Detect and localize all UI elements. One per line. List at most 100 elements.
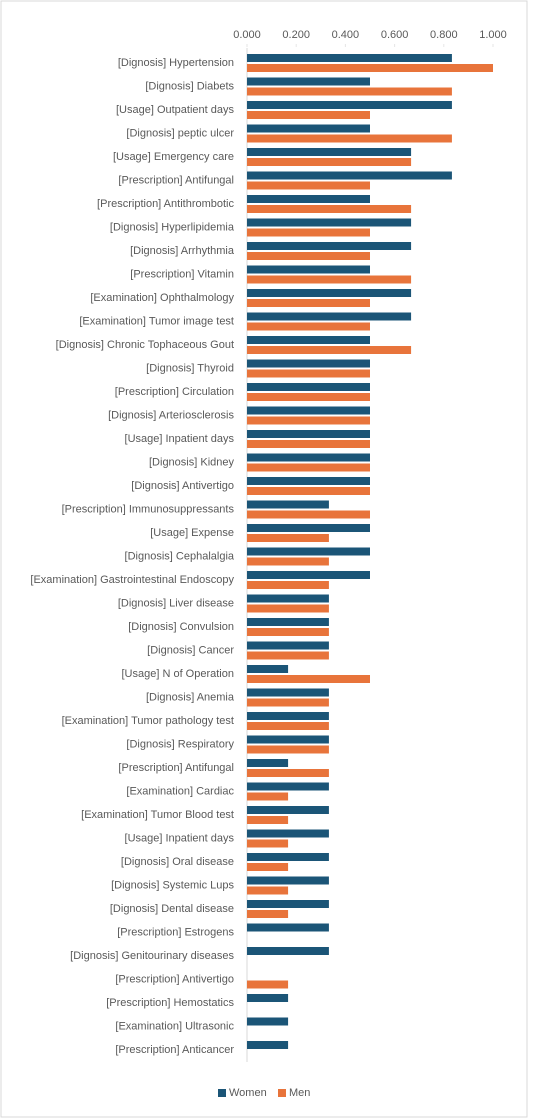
bar (247, 228, 370, 237)
bar (247, 745, 329, 754)
bar (247, 440, 370, 448)
bar (247, 369, 370, 378)
y-tick-label: [Usage] Inpatient days (125, 433, 235, 445)
y-tick-label: [Dignosis] Cancer (147, 644, 234, 656)
y-tick-label: [Dignosis] Chronic Tophaceous Gout (56, 339, 234, 351)
bar (247, 101, 452, 109)
y-tick-label: [Examination] Cardiac (126, 785, 234, 797)
y-tick-label: [Dignosis] Convulsion (128, 621, 234, 633)
bar (247, 111, 370, 119)
y-tick-label: [Examination] Tumor pathology test (62, 715, 234, 727)
legend-swatch (278, 1089, 286, 1097)
bar (247, 980, 289, 989)
bar (247, 218, 412, 227)
legend-label: Women (229, 1087, 267, 1099)
bar (247, 500, 329, 509)
bar (247, 299, 370, 307)
bar (247, 1017, 289, 1026)
bar (247, 87, 452, 96)
x-tick-label: 0.200 (282, 29, 310, 41)
x-tick-label: 0.000 (233, 29, 261, 41)
x-tick-label: 1.000 (479, 29, 507, 41)
bar (247, 853, 329, 861)
bar (247, 816, 289, 824)
bar (247, 265, 370, 274)
bar (247, 628, 329, 636)
y-tick-label: [Dignosis] peptic ulcer (126, 127, 234, 139)
bar (247, 312, 412, 321)
y-tick-label: [Dignosis] Genitourinary diseases (70, 950, 234, 962)
legend-swatch (218, 1089, 226, 1097)
y-tick-label: [Dignosis] Arrhythmia (130, 245, 235, 257)
y-tick-label: [Dignosis] Kidney (149, 456, 234, 468)
bar (247, 806, 329, 814)
bar (247, 463, 370, 472)
bar (247, 242, 412, 250)
y-tick-label: [Examination] Tumor image test (79, 315, 234, 327)
bar (247, 665, 289, 673)
y-tick-label: [Dignosis] Oral disease (121, 856, 234, 868)
y-tick-label: [Dignosis] Cephalalgia (125, 550, 235, 562)
bar (247, 252, 370, 260)
bar (247, 77, 370, 86)
bar (247, 416, 370, 425)
y-tick-label: [Usage] Expense (150, 527, 234, 539)
bar (247, 534, 329, 542)
bar (247, 571, 370, 579)
x-tick-label: 0.400 (332, 29, 360, 41)
legend-label: Men (289, 1087, 310, 1099)
bar (247, 430, 370, 438)
bar (247, 289, 412, 297)
bar (247, 618, 329, 626)
bar (247, 947, 329, 955)
bar (247, 487, 370, 495)
bar (247, 195, 370, 203)
y-tick-label: [Dignosis] Anemia (146, 691, 235, 703)
bar (247, 863, 289, 871)
bar (247, 910, 289, 918)
y-tick-label: [Prescription] Hemostatics (106, 997, 234, 1009)
bar (247, 722, 329, 730)
bar (247, 594, 329, 603)
y-tick-label: [Dignosis] Arteriosclerosis (108, 409, 234, 421)
bar (247, 148, 412, 156)
bar (247, 359, 370, 368)
bar (247, 124, 370, 133)
bar (247, 876, 329, 885)
bar (247, 510, 370, 519)
y-tick-label: [Examination] Ophthalmology (90, 292, 234, 304)
bar (247, 453, 370, 462)
y-tick-label: [Dignosis] Systemic Lups (111, 879, 234, 891)
bar (247, 829, 329, 838)
bar (247, 641, 329, 650)
y-tick-label: [Usage] Emergency care (113, 151, 234, 163)
y-tick-label: [Usage] Inpatient days (125, 832, 235, 844)
bar (247, 134, 452, 143)
bar (247, 406, 370, 415)
bar (247, 54, 452, 62)
y-tick-label: [Prescription] Antifungal (118, 762, 234, 774)
bar (247, 275, 412, 284)
y-tick-label: [Dignosis] Hypertension (118, 57, 234, 69)
y-tick-label: [Examination] Ultrasonic (115, 1020, 234, 1032)
bar (247, 688, 329, 697)
bar (247, 383, 370, 391)
y-tick-label: [Prescription] Vitamin (130, 268, 234, 280)
bar (247, 782, 329, 791)
x-tick-label: 0.600 (381, 29, 409, 41)
x-tick-label: 0.800 (430, 29, 458, 41)
bar (247, 547, 370, 556)
y-tick-label: [Prescription] Antithrombotic (97, 198, 234, 210)
y-tick-label: [Dignosis] Diabets (145, 80, 234, 92)
bar (247, 712, 329, 720)
y-tick-label: [Dignosis] Hyperlipidemia (110, 221, 235, 233)
bar (247, 675, 370, 683)
y-tick-label: [Prescription] Antifungal (118, 174, 234, 186)
bar (247, 923, 329, 932)
bar (247, 886, 289, 895)
bar (247, 735, 329, 744)
y-tick-label: [Examination] Gastrointestinal Endoscopy (30, 574, 234, 586)
y-tick-label: [Dignosis] Thyroid (146, 362, 234, 374)
bar (247, 336, 370, 344)
